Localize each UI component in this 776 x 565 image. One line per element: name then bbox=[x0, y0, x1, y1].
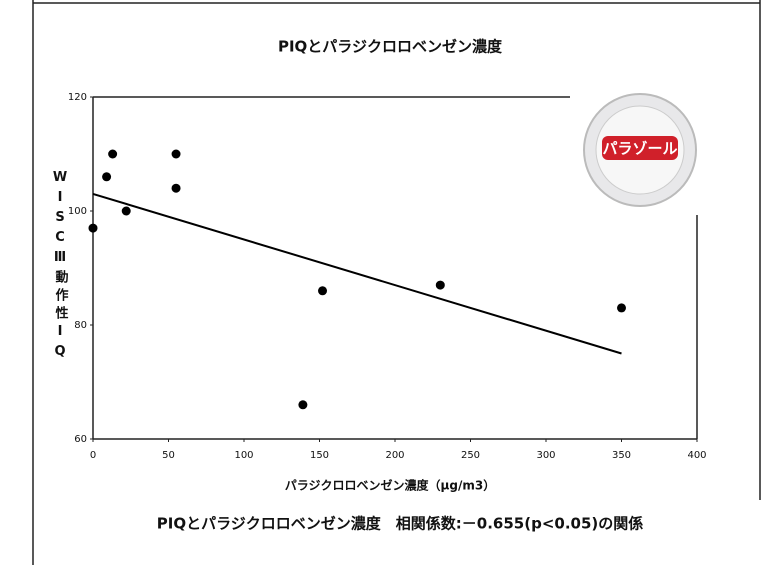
product-label: パラゾール bbox=[602, 140, 677, 158]
point bbox=[318, 286, 327, 295]
y-tick-label: 100 bbox=[68, 206, 87, 217]
x-tick-label: 250 bbox=[461, 450, 480, 461]
chart: PIQとパラジクロロベンゼン濃度 WISCⅢ動作性IQ パラジクロロベンゼン濃度… bbox=[0, 0, 776, 565]
x-tick-label: 0 bbox=[90, 450, 96, 461]
point bbox=[108, 150, 117, 159]
point bbox=[436, 281, 445, 290]
y-tick-label: 120 bbox=[68, 92, 87, 103]
x-tick-label: 200 bbox=[385, 450, 404, 461]
y-tick-label: 80 bbox=[74, 320, 87, 331]
x-tick-label: 150 bbox=[310, 450, 329, 461]
x-tick-label: 300 bbox=[536, 450, 555, 461]
point bbox=[102, 172, 111, 181]
x-tick-label: 50 bbox=[162, 450, 175, 461]
x-axis-label: パラジクロロベンゼン濃度（μg/m3） bbox=[285, 478, 495, 493]
point bbox=[172, 184, 181, 193]
point bbox=[89, 224, 98, 233]
product-image: パラゾール bbox=[584, 94, 696, 206]
point bbox=[298, 400, 307, 409]
chart-title: PIQとパラジクロロベンゼン濃度 bbox=[278, 38, 503, 56]
y-tick-label: 60 bbox=[74, 434, 87, 445]
x-tick-label: 400 bbox=[687, 450, 706, 461]
point bbox=[617, 303, 626, 312]
x-tick-label: 100 bbox=[234, 450, 253, 461]
point bbox=[172, 150, 181, 159]
point bbox=[122, 207, 131, 216]
x-tick-label: 350 bbox=[612, 450, 631, 461]
caption: PIQとパラジクロロベンゼン濃度 相関係数:－0.655(p<0.05)の関係 bbox=[157, 515, 644, 533]
y-axis-label: WISCⅢ動作性IQ bbox=[53, 170, 69, 364]
